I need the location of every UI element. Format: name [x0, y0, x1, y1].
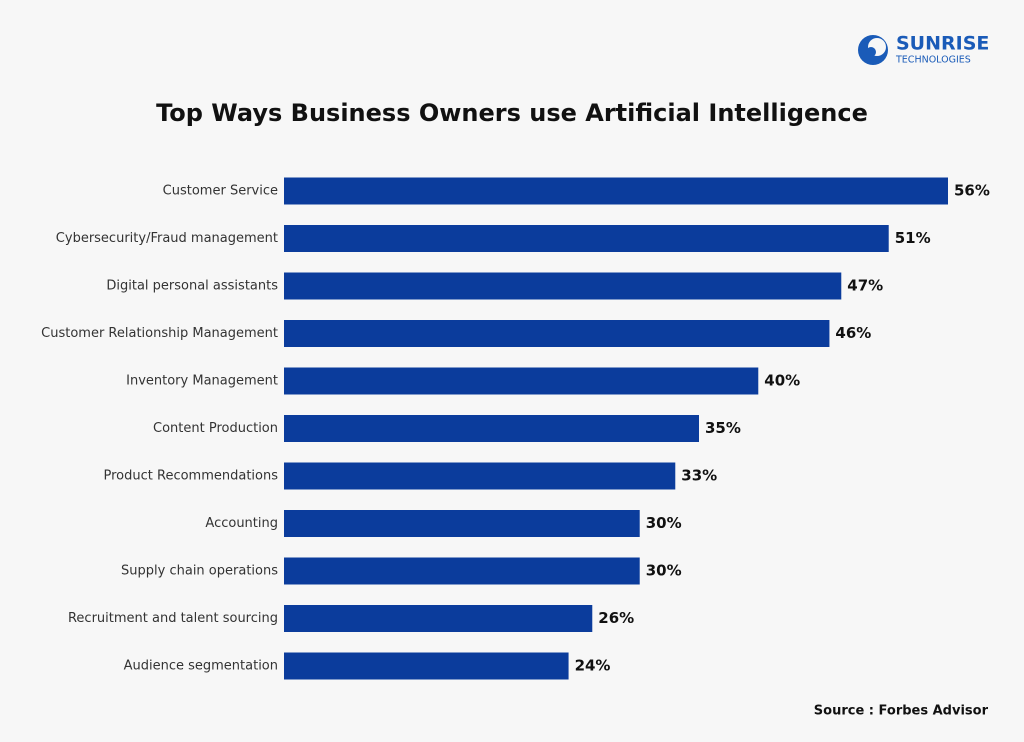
category-label: Customer Relationship Management	[41, 326, 278, 341]
value-label: 35%	[705, 419, 741, 437]
value-label: 47%	[847, 277, 883, 295]
category-label: Accounting	[205, 516, 278, 531]
category-label: Customer Service	[163, 184, 278, 199]
category-label: Inventory Management	[126, 374, 278, 389]
value-label: 26%	[598, 609, 634, 627]
value-label: 56%	[954, 182, 990, 200]
brand-name: SUNRISE	[896, 33, 989, 55]
category-label: Digital personal assistants	[106, 279, 278, 294]
chart-title: Top Ways Business Owners use Artificial …	[156, 99, 868, 127]
logo-icon	[858, 35, 888, 65]
bar	[284, 652, 569, 680]
value-label: 30%	[646, 562, 682, 580]
category-label: Content Production	[153, 421, 278, 436]
value-label: 33%	[681, 467, 717, 485]
category-label: Supply chain operations	[121, 564, 278, 579]
bar	[284, 320, 830, 347]
bar	[284, 177, 948, 205]
source-note: Source : Forbes Advisor	[814, 704, 989, 719]
brand-tagline: TECHNOLOGIES	[895, 55, 971, 66]
bar	[284, 415, 699, 442]
bar	[284, 605, 593, 632]
category-label: Audience segmentation	[124, 659, 278, 674]
value-label: 40%	[764, 372, 800, 390]
value-label: 24%	[575, 657, 611, 675]
value-label: 46%	[835, 324, 871, 342]
bar	[284, 510, 640, 537]
value-label: 30%	[646, 514, 682, 532]
bar	[284, 272, 842, 300]
category-label: Product Recommendations	[104, 469, 279, 484]
bar	[284, 462, 676, 490]
bar	[284, 367, 759, 395]
category-label: Recruitment and talent sourcing	[68, 611, 278, 626]
value-label: 51%	[895, 229, 931, 247]
bar	[284, 557, 640, 585]
bar	[284, 225, 889, 252]
category-label: Cybersecurity/Fraud management	[56, 231, 278, 246]
